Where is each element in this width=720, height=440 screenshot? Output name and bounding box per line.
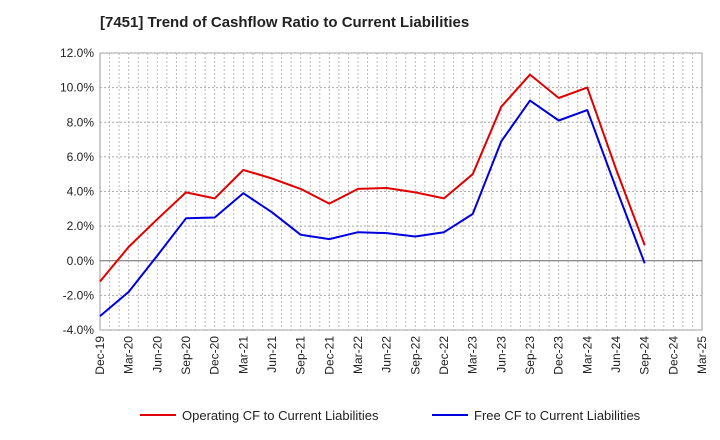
y-tick-label: -2.0% (63, 288, 95, 302)
series-line-2 (99, 99, 646, 317)
chart-title: [7451] Trend of Cashflow Ratio to Curren… (100, 14, 470, 31)
legend-label-2: Free CF to Current Liabilities (474, 408, 641, 423)
y-tick-label: 6.0% (67, 150, 95, 164)
legend-label-1: Operating CF to Current Liabilities (182, 408, 379, 423)
x-tick-label: Sep-24 (638, 336, 652, 375)
x-tick-label: Jun-24 (609, 336, 623, 373)
x-tick-label: Mar-22 (351, 336, 365, 374)
series-line-1 (99, 73, 646, 283)
y-tick-label: 2.0% (67, 219, 95, 233)
x-tick-label: Jun-22 (380, 336, 394, 373)
x-tick-label: Sep-22 (408, 336, 422, 375)
x-tick-label: Jun-21 (265, 336, 279, 373)
x-tick-label: Mar-23 (466, 336, 480, 374)
x-tick-label: Mar-21 (236, 336, 250, 374)
x-tick-label: Sep-21 (294, 336, 308, 375)
x-tick-label: Dec-20 (208, 336, 222, 375)
x-tick-label: Dec-21 (322, 336, 336, 375)
x-tick-label: Jun-20 (150, 336, 164, 373)
x-tick-label: Sep-23 (523, 336, 537, 375)
x-tick-label: Dec-22 (437, 336, 451, 375)
y-tick-label: 10.0% (60, 81, 94, 95)
x-tick-label: Mar-25 (695, 336, 709, 374)
y-tick-label: 4.0% (67, 185, 95, 199)
y-tick-label: 0.0% (67, 254, 95, 268)
y-tick-label: 8.0% (67, 115, 95, 129)
x-tick-label: Jun-23 (494, 336, 508, 373)
x-tick-label: Dec-24 (666, 336, 680, 375)
y-tick-label: 12.0% (60, 46, 94, 60)
x-tick-label: Dec-23 (552, 336, 566, 375)
x-tick-label: Dec-19 (93, 336, 107, 375)
x-tick-label: Sep-20 (179, 336, 193, 375)
x-tick-label: Mar-20 (122, 336, 136, 374)
x-tick-label: Mar-24 (580, 336, 594, 374)
y-tick-label: -4.0% (63, 323, 95, 337)
